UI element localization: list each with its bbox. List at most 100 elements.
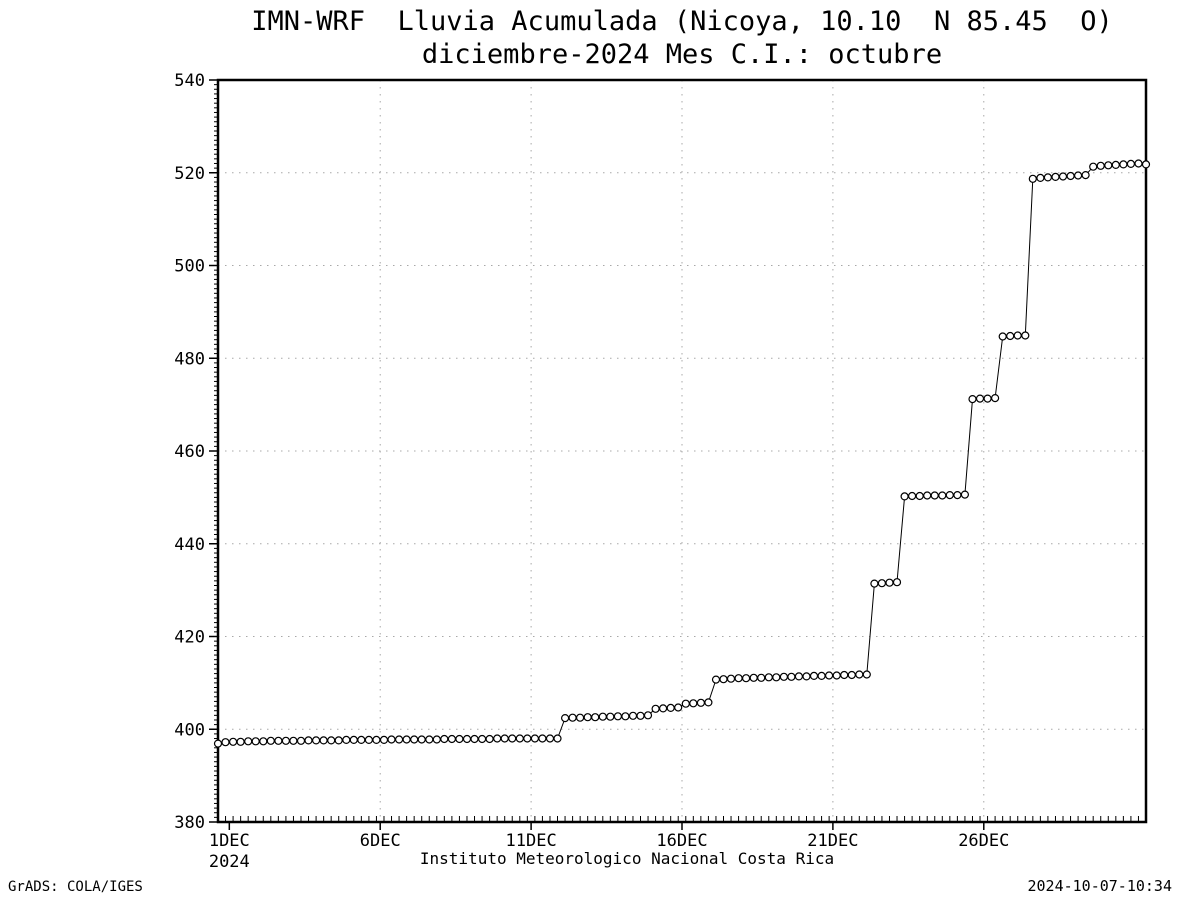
data-point — [1013, 331, 1022, 340]
data-point — [417, 735, 426, 744]
data-point — [885, 578, 894, 587]
data-point — [998, 332, 1007, 341]
data-point — [741, 674, 751, 683]
data-point — [560, 713, 570, 723]
data-point — [824, 671, 834, 680]
data-point — [327, 736, 336, 745]
axis-major-ticks — [209, 79, 985, 830]
x-tick-label: 26DEC — [958, 831, 1009, 851]
data-point — [674, 703, 683, 712]
data-point — [643, 711, 653, 720]
data-point — [402, 735, 411, 744]
data-point — [975, 394, 985, 403]
data-point — [259, 737, 268, 746]
data-point — [794, 672, 804, 681]
data-point — [447, 734, 456, 744]
data-point — [410, 735, 419, 744]
data-point — [870, 579, 879, 588]
data-point — [478, 734, 487, 744]
data-point — [696, 698, 706, 707]
data-point — [493, 734, 502, 743]
data-point — [598, 712, 607, 721]
data-point — [1058, 172, 1068, 181]
data-point-markers — [213, 159, 1151, 748]
data-point — [470, 734, 479, 744]
axis-frame — [216, 78, 1148, 824]
data-point — [930, 491, 939, 500]
data-point — [312, 736, 321, 745]
data-point — [840, 670, 849, 680]
data-point — [500, 734, 509, 743]
x-tick-label: 11DEC — [506, 831, 557, 851]
data-point — [575, 713, 585, 722]
data-point — [945, 491, 954, 500]
data-point — [651, 704, 660, 713]
data-point — [304, 736, 313, 745]
data-point — [236, 737, 245, 746]
data-point — [538, 734, 547, 743]
data-point — [334, 736, 343, 745]
plot-timestamp: 2024-10-07-10:34 — [1027, 877, 1173, 895]
data-point — [485, 734, 494, 744]
data-point — [515, 734, 524, 743]
data-point — [553, 734, 562, 743]
data-point — [1073, 171, 1083, 180]
data-point — [907, 491, 917, 501]
y-tick-label: 420 — [174, 628, 205, 648]
data-point — [1028, 174, 1037, 183]
data-point — [1066, 171, 1075, 181]
grads-credit: GrADS: COLA/IGES — [8, 879, 143, 895]
data-point — [1119, 160, 1128, 169]
y-tick-labels: 380 400 420 440 460 480 500 520 540 — [174, 71, 205, 833]
data-point — [221, 738, 230, 747]
data-point — [462, 734, 472, 744]
data-point — [749, 673, 758, 682]
data-point — [900, 492, 909, 501]
data-point — [877, 579, 887, 588]
data-point — [764, 673, 773, 682]
data-point — [968, 395, 977, 404]
data-point — [1021, 331, 1030, 340]
y-tick-label: 460 — [174, 442, 205, 462]
y-tick-label: 440 — [174, 535, 205, 555]
data-point — [1081, 171, 1090, 180]
data-point — [364, 735, 373, 745]
data-point — [606, 712, 615, 721]
data-point — [1089, 162, 1098, 171]
data-point — [719, 675, 728, 684]
data-point — [274, 736, 283, 745]
data-point — [319, 736, 328, 745]
data-point — [636, 711, 645, 720]
data-point — [847, 670, 856, 680]
data-point — [938, 491, 947, 500]
y-tick-label: 520 — [174, 164, 205, 184]
y-tick-label: 380 — [174, 813, 205, 833]
data-point — [387, 735, 396, 744]
data-point — [523, 734, 532, 743]
data-point — [772, 673, 781, 682]
data-point — [1043, 173, 1053, 182]
data-point — [855, 670, 864, 679]
y-tick-label: 540 — [174, 71, 205, 91]
chart-title-line1: IMN-WRF Lluvia Acumulada (Nicoya, 10.10 … — [251, 6, 1113, 37]
data-point — [1051, 172, 1060, 181]
data-point — [530, 734, 540, 743]
data-point — [704, 698, 713, 707]
data-point — [923, 491, 932, 500]
data-point — [915, 491, 924, 501]
data-point — [583, 713, 592, 722]
data-point — [689, 699, 698, 708]
x-tick-label: 1DEC — [209, 831, 250, 851]
data-point — [658, 704, 668, 713]
data-series — [217, 162, 1147, 745]
data-point — [289, 736, 298, 745]
data-point — [342, 735, 351, 745]
data-point — [726, 674, 736, 683]
data-point — [1111, 160, 1120, 169]
data-point — [892, 578, 902, 587]
data-point — [960, 490, 970, 499]
data-point — [244, 737, 253, 746]
data-point — [395, 735, 404, 744]
x-tick-label: 16DEC — [656, 831, 707, 851]
